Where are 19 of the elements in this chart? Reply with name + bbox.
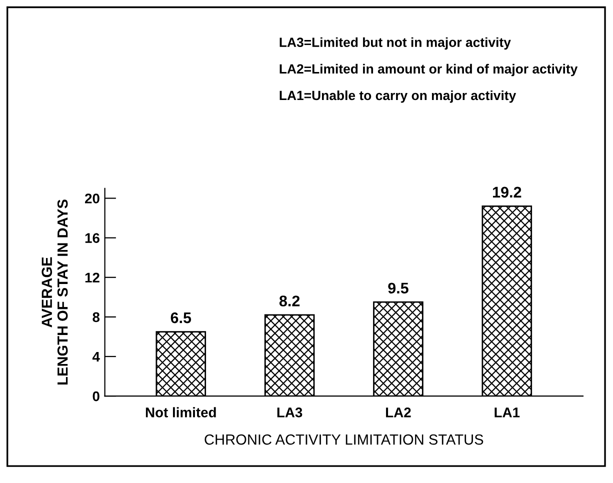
text: LA3=Limited but not in major activity xyxy=(280,37,511,50)
x-tick-label: LA2 xyxy=(386,408,411,418)
y-tick-label: 8 xyxy=(92,312,100,322)
y-tick-label: 4 xyxy=(92,352,100,362)
data-label: 19.2 xyxy=(492,186,522,198)
data-label: 6.5 xyxy=(170,312,192,324)
data-label: 9.5 xyxy=(388,282,408,294)
x-tick-label: LA3 xyxy=(277,408,302,418)
y-axis-title: AVERAGE LENGTH OF STAY IN DAYS xyxy=(42,200,68,384)
text: LA1=Unable to carry on major activity xyxy=(280,90,516,103)
x-tick-label: LA1 xyxy=(494,408,520,418)
y-tick-label: 16 xyxy=(85,233,100,243)
y-tick-label: 12 xyxy=(85,272,100,282)
x-tick-label: Not limited xyxy=(146,407,216,418)
data-label: 8.2 xyxy=(279,296,300,306)
text: LA2=Limited in amount or kind of major activity xyxy=(280,64,578,76)
x-axis-title: CHRONIC ACTIVITY LIMITATION STATUS xyxy=(204,434,484,445)
y-tick-label: 20 xyxy=(84,194,100,204)
y-tick-label: 0 xyxy=(92,391,100,402)
